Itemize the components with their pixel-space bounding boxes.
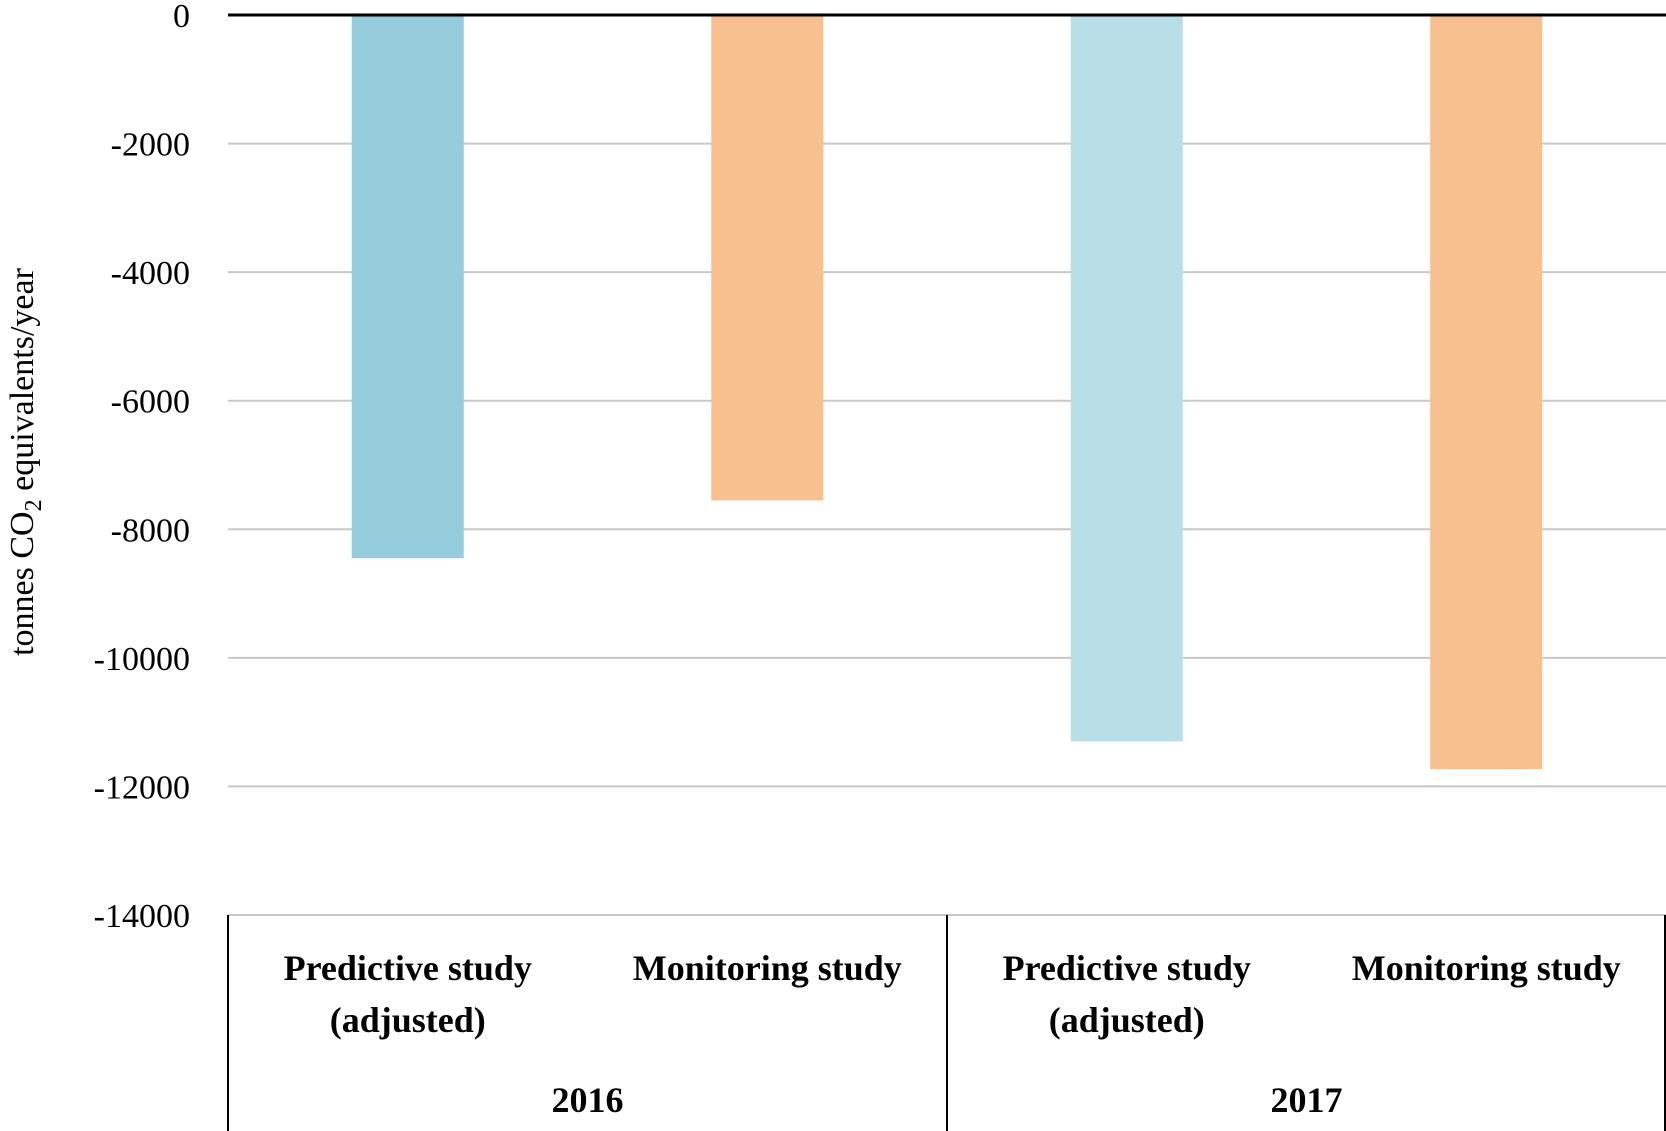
group-label: 2017 bbox=[1271, 1080, 1343, 1120]
category-label: Predictive study (adjusted) bbox=[284, 948, 532, 1040]
x-axis-category-table: Predictive study (adjusted) Monitoring stu… bbox=[227, 915, 1666, 1131]
gridlines bbox=[228, 142, 1666, 916]
y-axis-ticks: 0 -2000 -4000 -6000 -8000 -10000 -12000 -14000 bbox=[94, 0, 190, 935]
bar bbox=[1070, 15, 1183, 742]
category-label: Monitoring study bbox=[633, 948, 902, 988]
y-axis-label: tonnes CO2 equivalents/year bbox=[4, 267, 47, 655]
y-tick-label: -14000 bbox=[94, 898, 190, 935]
y-tick-label: -10000 bbox=[94, 641, 190, 678]
category-label: Predictive study (adjusted) bbox=[1003, 948, 1251, 1040]
bar bbox=[711, 15, 824, 501]
bars bbox=[351, 15, 1543, 770]
bar bbox=[1430, 15, 1543, 770]
y-tick-label: 0 bbox=[173, 0, 190, 35]
group-label: 2016 bbox=[552, 1080, 624, 1120]
y-tick-label: -6000 bbox=[111, 384, 190, 421]
y-tick-label: -4000 bbox=[111, 255, 190, 292]
y-tick-label: -8000 bbox=[111, 512, 190, 549]
y-tick-label: -12000 bbox=[94, 769, 190, 806]
bar bbox=[351, 15, 464, 559]
category-label: Monitoring study bbox=[1352, 948, 1621, 988]
y-tick-label: -2000 bbox=[111, 127, 190, 164]
